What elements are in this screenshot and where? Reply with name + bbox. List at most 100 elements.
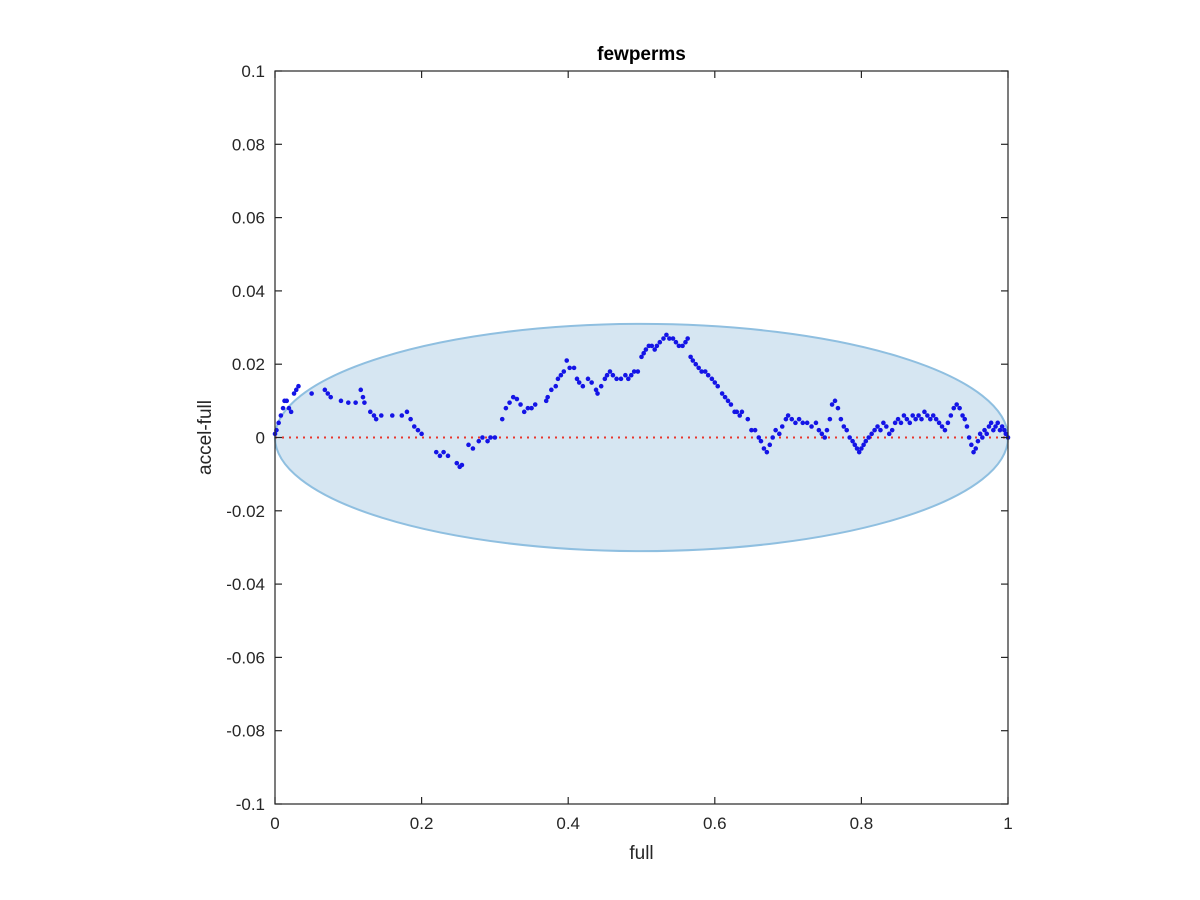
- data-point: [507, 400, 512, 405]
- data-point: [404, 409, 410, 415]
- data-point: [910, 413, 916, 418]
- data-point: [988, 420, 994, 426]
- data-point: [734, 409, 740, 415]
- data-point: [346, 400, 351, 405]
- data-point: [761, 446, 767, 451]
- data-point: [863, 438, 869, 444]
- data-point: [854, 446, 860, 451]
- data-point: [338, 398, 344, 404]
- data-point: [919, 416, 924, 422]
- data-point: [360, 394, 366, 400]
- y-tick-label: 0.06: [232, 209, 265, 228]
- data-point: [476, 438, 482, 444]
- data-point: [901, 413, 907, 418]
- data-point: [576, 380, 582, 385]
- data-point: [673, 339, 679, 345]
- data-point: [745, 416, 751, 422]
- data-point: [378, 413, 384, 418]
- data-point: [454, 460, 460, 466]
- data-point: [654, 343, 660, 349]
- data-point: [525, 405, 531, 411]
- data-point: [276, 420, 281, 426]
- data-point: [832, 398, 838, 404]
- data-point: [670, 336, 676, 341]
- data-point: [610, 372, 616, 378]
- data-point: [492, 435, 498, 440]
- data-point: [567, 365, 572, 371]
- data-point: [696, 365, 701, 371]
- data-point: [856, 449, 862, 455]
- data-point: [971, 449, 976, 455]
- data-point: [545, 394, 550, 400]
- data-point: [411, 424, 417, 429]
- data-point: [816, 427, 822, 433]
- data-point: [549, 387, 554, 393]
- data-point: [954, 402, 959, 407]
- data-point: [693, 361, 699, 367]
- data-point: [389, 413, 395, 418]
- data-point: [561, 369, 567, 374]
- data-point: [1002, 427, 1007, 433]
- data-point: [907, 420, 913, 426]
- data-point: [661, 336, 666, 341]
- data-point: [555, 376, 561, 382]
- data-point: [618, 376, 624, 382]
- data-point: [602, 376, 608, 382]
- x-tick-label: 1: [1003, 814, 1012, 833]
- data-point: [518, 402, 523, 407]
- data-point: [835, 405, 841, 411]
- data-point: [948, 413, 954, 418]
- data-point: [641, 350, 646, 356]
- data-point: [960, 413, 965, 418]
- chart-title: fewperms: [597, 44, 686, 65]
- data-point: [982, 427, 987, 433]
- data-point: [752, 427, 758, 433]
- data-point: [293, 387, 299, 393]
- y-tick-label: 0.04: [232, 282, 265, 301]
- data-point: [415, 427, 421, 433]
- data-point: [362, 400, 367, 405]
- data-point: [916, 413, 921, 418]
- data-point: [480, 435, 485, 440]
- data-point: [783, 416, 789, 422]
- data-point: [800, 420, 806, 426]
- data-point: [749, 427, 754, 433]
- axis-ticks: 0 0.2 0.4 0.6 0.8 1 -0.1 -0.08 -0.06 -0.04 -0.02 0 0…: [226, 62, 1012, 833]
- data-point: [676, 343, 682, 349]
- data-point: [574, 376, 580, 382]
- data-point: [291, 391, 297, 396]
- data-point: [869, 431, 874, 437]
- data-point: [719, 391, 725, 396]
- y-tick-label: -0.08: [226, 722, 265, 741]
- data-point: [722, 394, 728, 400]
- data-point: [715, 383, 721, 389]
- data-point: [399, 413, 405, 418]
- data-point: [699, 369, 704, 374]
- data-point: [702, 369, 708, 374]
- data-point: [964, 424, 970, 429]
- data-point: [470, 446, 476, 451]
- data-point: [822, 435, 828, 440]
- data-point: [866, 435, 872, 440]
- data-point: [595, 391, 600, 396]
- x-axis-title: full: [629, 843, 653, 864]
- data-point: [859, 446, 864, 451]
- data-point: [445, 453, 451, 459]
- data-point: [925, 413, 930, 418]
- y-tick-label: -0.04: [226, 575, 265, 594]
- data-point: [809, 424, 814, 429]
- data-point: [841, 424, 847, 429]
- data-point: [850, 438, 855, 444]
- y-tick-label: 0.1: [241, 62, 265, 81]
- data-point: [667, 336, 672, 341]
- data-point: [973, 446, 979, 451]
- data-point: [886, 431, 892, 437]
- data-point: [898, 420, 904, 426]
- data-point: [767, 442, 773, 448]
- data-point: [278, 413, 284, 418]
- data-point: [532, 402, 538, 407]
- data-point: [433, 449, 439, 455]
- data-point: [585, 376, 591, 382]
